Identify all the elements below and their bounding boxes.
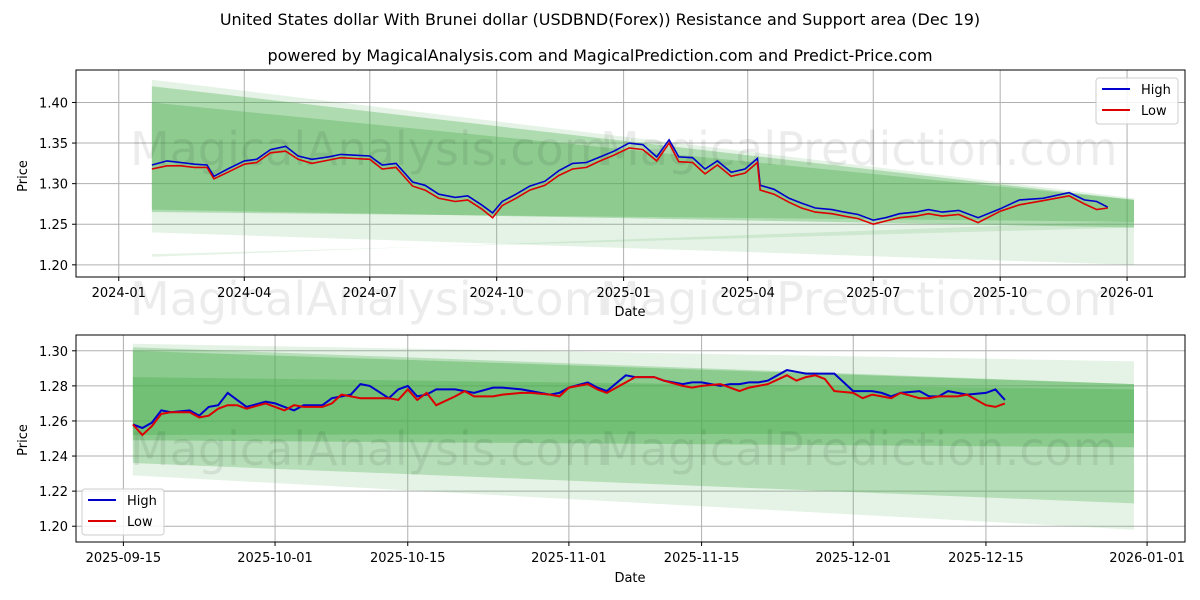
x-tick-label: 2025-10 [973, 286, 1027, 301]
top-axis-ticks: 1.20 1.25 1.30 1.35 1.40 2024-01 2024-04 2024-0… [39, 96, 1154, 301]
y-tick-label: 1.28 [39, 380, 68, 395]
y-tick-label: 1.30 [39, 345, 68, 360]
y-tick-label: 1.26 [39, 415, 68, 430]
top-legend: High Low [1095, 77, 1179, 125]
bottom-low-line [132, 374, 1006, 437]
bottom-high-line [132, 369, 1006, 430]
top-low-line [151, 141, 1108, 226]
price-band [132, 347, 1134, 504]
bottom-grid [76, 335, 1185, 542]
price-band [151, 86, 1134, 228]
y-tick-label: 1.35 [39, 137, 68, 152]
top-grid [76, 70, 1185, 277]
chart-title: United States dollar With Brunei dollar … [219, 10, 981, 29]
x-tick-label: 2025-10-01 [237, 551, 313, 566]
top-x-axis-label: Date [614, 305, 645, 320]
x-tick-label: 2025-11-01 [531, 551, 607, 566]
y-tick-label: 1.30 [39, 178, 68, 193]
top-high-line [151, 138, 1109, 222]
x-tick-label: 2025-12-01 [815, 551, 891, 566]
x-tick-label: 2025-12-15 [948, 551, 1024, 566]
price-band [151, 102, 1134, 222]
short-term-chart: MagicalAnalysis.com MagicalPrediction.co… [16, 334, 1186, 586]
x-tick-label: 2024-10 [470, 286, 524, 301]
watermark-analysis: MagicalAnalysis.com [130, 122, 609, 176]
x-tick-label: 2025-04 [721, 286, 775, 301]
x-tick-label: 2025-09-15 [86, 551, 162, 566]
top-axes-frame [75, 69, 1186, 278]
x-tick-label: 2026-01-01 [1109, 551, 1185, 566]
watermark-prediction-2: MagicalPrediction.com [600, 272, 1118, 326]
x-tick-label: 2025-01 [596, 286, 650, 301]
legend-low-label: Low [1141, 104, 1167, 119]
long-term-chart: MagicalAnalysis.com MagicalPrediction.co… [16, 69, 1186, 326]
x-tick-label: 2026-01 [1100, 286, 1154, 301]
legend-high-label: High [1141, 83, 1171, 98]
watermark-prediction-3: MagicalPrediction.com [600, 422, 1118, 476]
bottom-y-axis-label: Price [16, 424, 31, 456]
bottom-axes-frame [75, 334, 1186, 543]
y-tick-label: 1.24 [39, 450, 68, 465]
price-band [132, 343, 1134, 530]
bottom-resistance-support-bands [132, 343, 1134, 530]
x-tick-label: 2025-11-15 [664, 551, 740, 566]
top-y-axis-label: Price [16, 160, 31, 192]
bottom-axis-ticks: 1.20 1.22 1.24 1.26 1.28 1.30 2025-09-15 2025-1… [39, 345, 1185, 566]
y-tick-label: 1.22 [39, 485, 68, 500]
y-tick-label: 1.40 [39, 96, 68, 111]
bottom-x-axis-label: Date [614, 571, 645, 586]
price-band [132, 350, 1134, 448]
watermark-prediction: MagicalPrediction.com [600, 122, 1118, 176]
y-tick-label: 1.20 [39, 259, 68, 274]
watermark-analysis-3: MagicalAnalysis.com [130, 422, 609, 476]
y-tick-label: 1.25 [39, 218, 68, 233]
top-resistance-support-bands [151, 79, 1134, 265]
bottom-watermark: MagicalAnalysis.com MagicalPrediction.co… [130, 422, 1118, 476]
price-band [132, 377, 1134, 435]
legend-high-label-2: High [127, 494, 157, 509]
top-watermark: MagicalAnalysis.com MagicalPrediction.co… [130, 122, 1118, 326]
price-band [151, 220, 1134, 257]
x-tick-label: 2025-07 [846, 286, 900, 301]
x-tick-label: 2024-04 [217, 286, 271, 301]
y-tick-label: 1.20 [39, 520, 68, 535]
chart-subtitle: powered by MagicalAnalysis.com and Magic… [267, 46, 933, 65]
bottom-legend: High Low [81, 488, 165, 536]
x-tick-label: 2024-07 [343, 286, 397, 301]
price-band [151, 79, 1134, 265]
x-tick-label: 2025-10-15 [370, 551, 446, 566]
x-tick-label: 2024-01 [92, 286, 146, 301]
watermark-analysis-2: MagicalAnalysis.com [130, 272, 609, 326]
legend-low-label-2: Low [127, 515, 153, 530]
